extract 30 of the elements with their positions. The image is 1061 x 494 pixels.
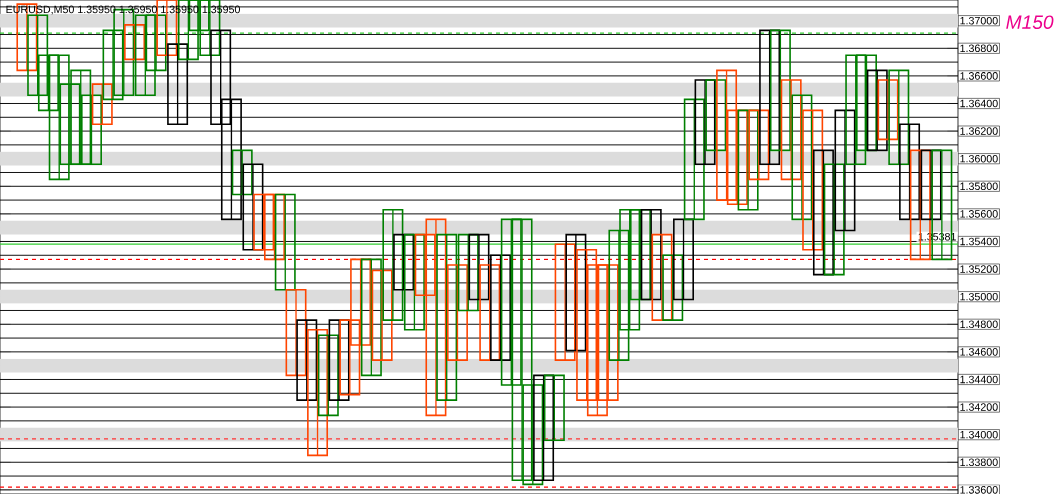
candlestick [296,319,318,401]
y-tick-label: 1.33600 [960,486,998,494]
candlestick [124,24,146,61]
candlestick [91,83,113,125]
y-tick-label: 1.34200 [960,403,998,411]
y-tick-label: 1.34600 [960,348,998,356]
y-tick-label: 1.35400 [960,237,998,246]
y-tick-label: 1.35600 [960,210,998,218]
y-tick-label: 1.35800 [960,182,998,191]
candlestick [673,218,695,301]
y-tick-label: 1.34000 [960,430,998,439]
candlestick [167,43,189,125]
y-tick-label: 1.36200 [960,127,998,135]
y-tick-label: 1.36800 [960,44,998,53]
candlestick [317,334,339,417]
y-tick-label: 1.33800 [960,458,998,467]
y-tick-label: 1.36400 [960,99,998,108]
y-tick-label: 1.37000 [960,16,998,25]
candlestick [877,79,899,141]
y-tick-label: 1.34400 [960,375,998,384]
y-tick-label: 1.35000 [960,292,998,301]
candlestick [662,254,684,321]
candlestick [393,233,415,291]
text: M150 [1006,15,1054,29]
y-tick-label: 1.35200 [960,265,998,273]
y-tick-label: 1.36000 [960,154,998,163]
candlestick [565,233,587,352]
candlestick [479,264,501,361]
y-tick-label: 1.34800 [960,320,998,329]
y-tick-label: 1.36600 [960,72,998,80]
